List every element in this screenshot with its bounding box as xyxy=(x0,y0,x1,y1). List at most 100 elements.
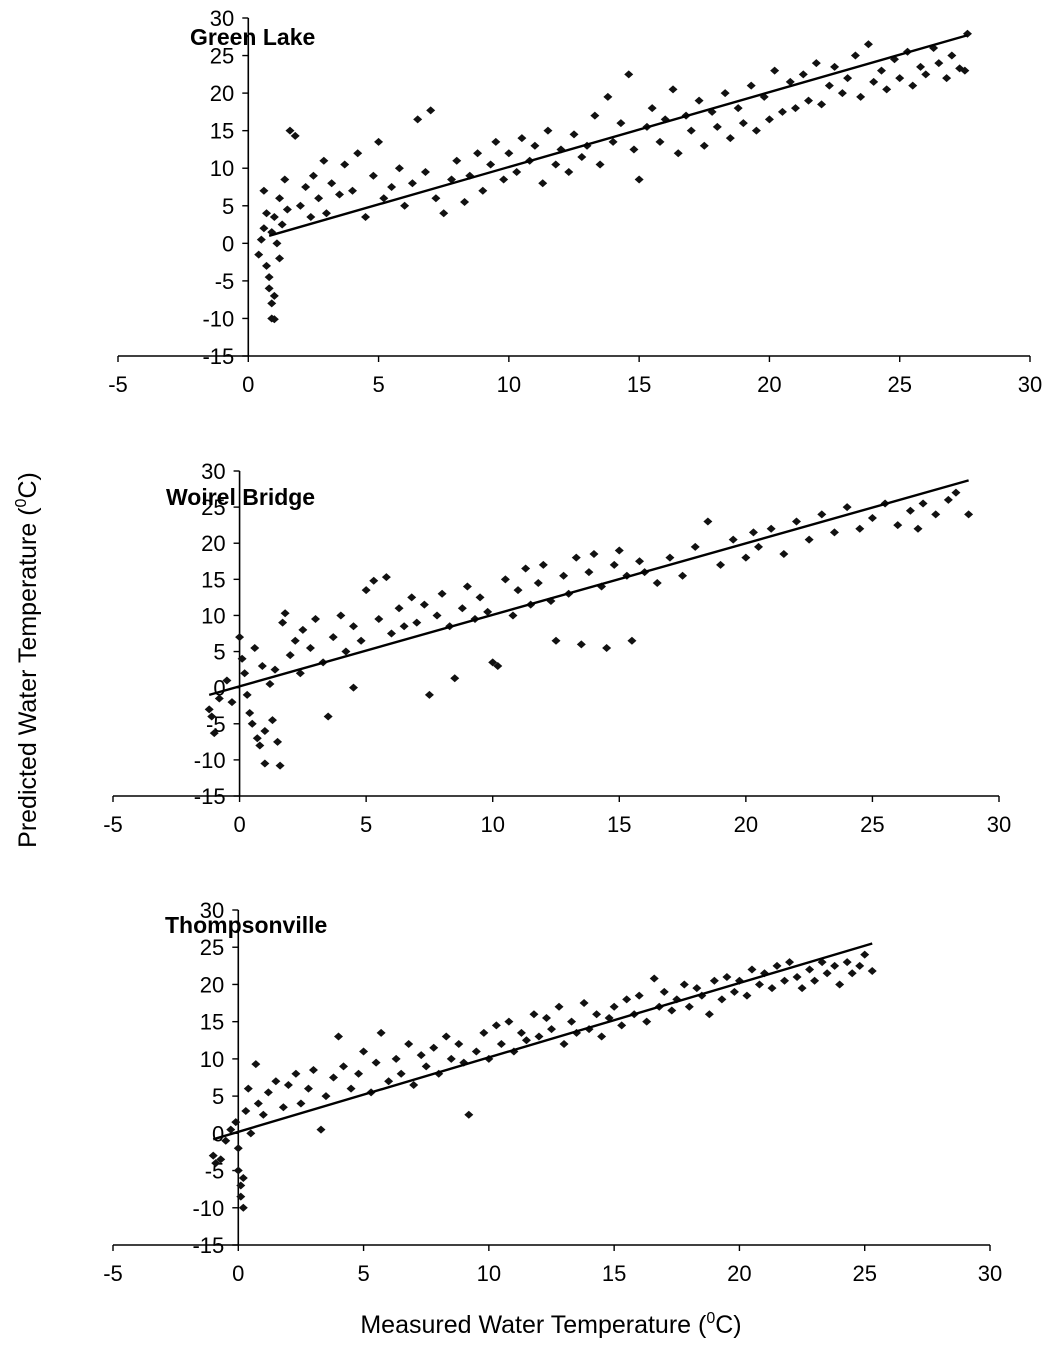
data-point xyxy=(272,239,282,248)
data-point xyxy=(269,291,279,300)
data-point xyxy=(259,224,269,233)
data-point xyxy=(256,235,266,244)
data-point xyxy=(379,194,389,203)
data-point xyxy=(327,179,337,188)
data-point xyxy=(462,582,472,591)
data-point xyxy=(394,164,404,173)
x-tick-label: 10 xyxy=(497,372,521,397)
data-point xyxy=(856,92,866,101)
data-point xyxy=(269,315,279,324)
data-point xyxy=(634,175,644,184)
data-point xyxy=(931,510,941,519)
data-point xyxy=(830,62,840,71)
data-point xyxy=(209,729,219,738)
data-point xyxy=(863,40,873,49)
data-point xyxy=(652,578,662,587)
data-point xyxy=(424,690,434,699)
data-point xyxy=(384,1077,394,1086)
data-point xyxy=(238,1203,248,1212)
data-point xyxy=(772,961,782,970)
y-tick-label: 10 xyxy=(201,603,225,628)
y-tick-label: 5 xyxy=(213,640,225,665)
data-point xyxy=(867,967,877,976)
data-point xyxy=(475,593,485,602)
data-point xyxy=(204,705,214,714)
data-point xyxy=(285,126,295,135)
x-tick-label: 30 xyxy=(987,812,1011,837)
y-tick-label: 30 xyxy=(200,898,224,923)
x-tick-label: 15 xyxy=(607,812,631,837)
data-point xyxy=(817,100,827,109)
data-point xyxy=(508,611,518,620)
data-point xyxy=(754,980,764,989)
data-point xyxy=(450,674,460,683)
data-point xyxy=(837,89,847,98)
data-point xyxy=(830,961,840,970)
x-tick-label: 0 xyxy=(233,812,245,837)
data-point xyxy=(595,160,605,169)
data-point xyxy=(690,542,700,551)
data-point xyxy=(649,974,659,983)
x-tick-label: 10 xyxy=(480,812,504,837)
data-point xyxy=(678,571,688,580)
data-point xyxy=(616,119,626,128)
x-tick-label: 25 xyxy=(887,372,911,397)
y-tick-label: 5 xyxy=(222,194,234,219)
data-point xyxy=(437,589,447,598)
data-point xyxy=(291,1069,301,1078)
data-point xyxy=(590,111,600,120)
x-tick-label: 0 xyxy=(232,1261,244,1286)
y-tick-label: 20 xyxy=(201,531,225,556)
data-point xyxy=(855,961,865,970)
data-point xyxy=(419,600,429,609)
data-point xyxy=(951,488,961,497)
data-point xyxy=(529,1010,539,1019)
data-point xyxy=(431,194,441,203)
data-point xyxy=(386,629,396,638)
data-point xyxy=(348,622,358,631)
data-point xyxy=(420,167,430,176)
data-point xyxy=(850,51,860,60)
data-point xyxy=(321,1092,331,1101)
data-point xyxy=(576,640,586,649)
data-point xyxy=(960,66,970,75)
data-point xyxy=(319,156,329,165)
data-point xyxy=(264,273,274,282)
data-point xyxy=(614,546,624,555)
data-point xyxy=(290,636,300,645)
data-point xyxy=(895,74,905,83)
y-axis-title-main: Predicted Water Temperature ( xyxy=(14,507,42,848)
y-tick-label: 15 xyxy=(201,567,225,592)
data-point xyxy=(429,1043,439,1052)
data-point xyxy=(780,976,790,985)
data-point xyxy=(882,85,892,94)
data-point xyxy=(361,586,371,595)
data-point xyxy=(790,104,800,113)
x-axis-title: Measured Water Temperature (0C) xyxy=(360,1310,741,1339)
y-axis-title: Predicted Water Temperature (0C) xyxy=(13,472,42,848)
data-point xyxy=(491,1021,501,1030)
data-point xyxy=(298,625,308,634)
data-point xyxy=(513,586,523,595)
data-point xyxy=(810,976,820,985)
data-point xyxy=(543,126,553,135)
data-point xyxy=(722,973,732,981)
data-point xyxy=(733,104,743,113)
data-point xyxy=(361,213,371,222)
y-tick-label: 25 xyxy=(201,495,225,520)
data-point xyxy=(267,299,277,308)
fit-line xyxy=(208,479,969,697)
data-point xyxy=(608,137,618,146)
x-tick-label: 15 xyxy=(602,1261,626,1286)
data-point xyxy=(321,209,331,218)
data-point xyxy=(842,958,852,967)
data-point xyxy=(942,74,952,83)
data-point xyxy=(323,712,333,721)
data-point xyxy=(822,969,832,978)
x-tick-label: -5 xyxy=(108,372,128,397)
data-point xyxy=(835,980,845,989)
data-point xyxy=(893,521,903,530)
data-point xyxy=(655,137,665,146)
data-point xyxy=(634,991,644,1000)
y-tick-label: 0 xyxy=(222,231,234,256)
